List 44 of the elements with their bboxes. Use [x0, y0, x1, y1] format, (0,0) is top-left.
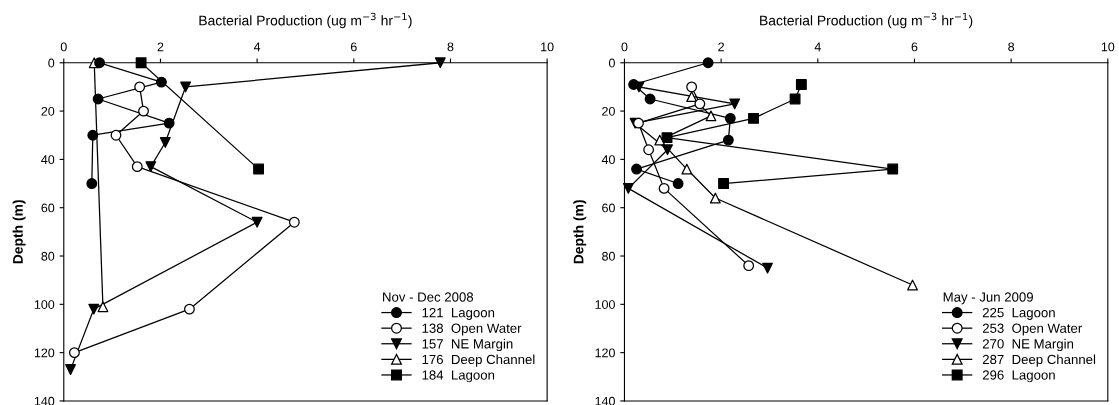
- y-axis-title: Depth (m): [12, 200, 26, 264]
- y-tick-label: 100: [595, 300, 615, 309]
- x-axis-title: Bacterial Production (ug m$^{−3}$ hr$^{−1}$): [760, 12, 973, 29]
- y-tick-label: 60: [602, 203, 615, 213]
- y-tick-label: 80: [41, 251, 55, 261]
- legend-label: 253 Open Water: [982, 323, 1082, 336]
- x-tick-label: 0: [60, 42, 67, 52]
- y-tick-label: 140: [34, 396, 55, 405]
- legend-label: 138 Open Water: [422, 323, 522, 336]
- x-tick-label: 2: [718, 42, 724, 52]
- y-tick-label: 40: [41, 155, 55, 165]
- legend-title: Nov - Dec 2008: [383, 292, 474, 302]
- legend-title: May - Jun 2009: [943, 292, 1033, 305]
- x-tick-label: 6: [911, 42, 918, 52]
- x-tick-label: 8: [447, 42, 454, 52]
- y-tick-label: 140: [595, 396, 615, 405]
- y-tick-label: 20: [602, 106, 615, 116]
- legend-label: 296 Lagoon: [982, 370, 1055, 383]
- y-tick-label: 20: [41, 106, 55, 116]
- y-tick-label: 40: [601, 155, 615, 165]
- legend-label: 287 Deep Channel: [982, 354, 1096, 367]
- y-tick-label: 0: [608, 58, 615, 68]
- x-tick-label: 10: [541, 42, 554, 52]
- y-tick-label: 100: [34, 300, 55, 309]
- legend-label: 270 NE Margin: [982, 338, 1074, 352]
- x-tick-label: 2: [157, 42, 164, 52]
- y-tick-label: 120: [34, 348, 55, 358]
- legend-label: 157 NE Margin: [422, 338, 513, 352]
- x-tick-label: 0: [621, 42, 628, 52]
- x-tick-label: 6: [350, 42, 357, 52]
- y-tick-label: 0: [48, 58, 55, 68]
- y-tick-label: 80: [602, 251, 615, 261]
- legend-label: 176 Deep Channel: [422, 354, 535, 367]
- legend-label: 225 Lagoon: [982, 307, 1055, 320]
- y-tick-label: 60: [41, 203, 55, 213]
- x-axis-title: Bacterial Production (ug m$^{−3}$ hr$^{−1}$): [199, 12, 412, 29]
- legend-label: 184 Lagoon: [422, 370, 495, 383]
- legend-label: 121 Lagoon: [422, 307, 495, 320]
- y-tick-label: 120: [595, 348, 615, 358]
- x-tick-label: 4: [814, 42, 821, 52]
- y-axis-title: Depth (m): [573, 200, 587, 264]
- x-tick-label: 8: [1008, 42, 1015, 52]
- x-tick-label: 4: [253, 42, 261, 52]
- x-tick-label: 10: [1101, 42, 1115, 52]
